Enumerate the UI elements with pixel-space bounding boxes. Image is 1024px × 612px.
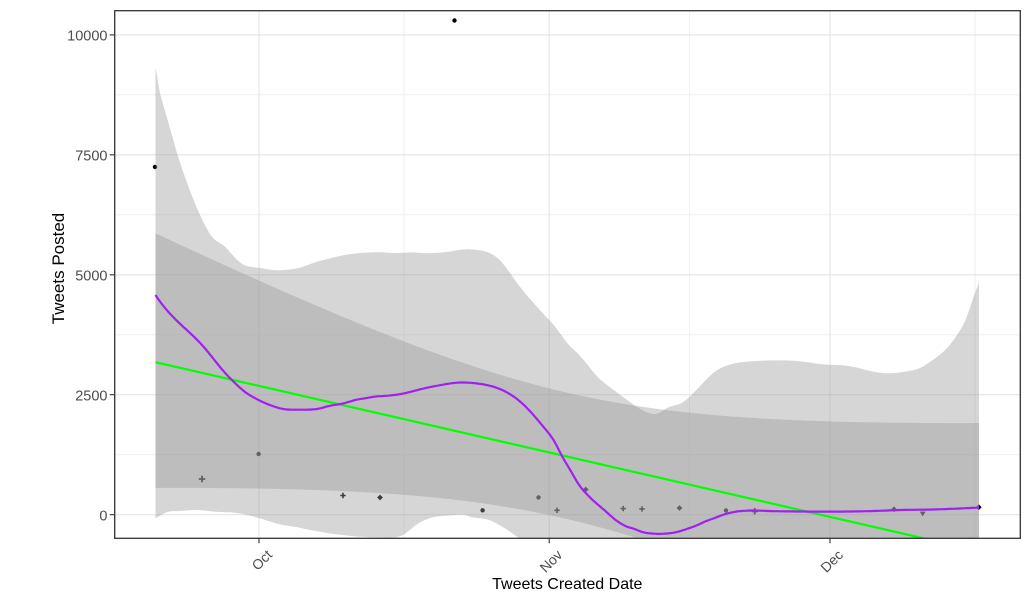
svg-text:5000: 5000: [75, 269, 107, 285]
svg-text:Tweets Posted: Tweets Posted: [49, 213, 68, 325]
svg-text:Tweets Created Date: Tweets Created Date: [492, 576, 642, 593]
svg-text:7500: 7500: [75, 149, 107, 165]
svg-text:2500: 2500: [75, 389, 107, 405]
svg-text:10000: 10000: [67, 29, 107, 45]
svg-text:0: 0: [99, 509, 107, 525]
